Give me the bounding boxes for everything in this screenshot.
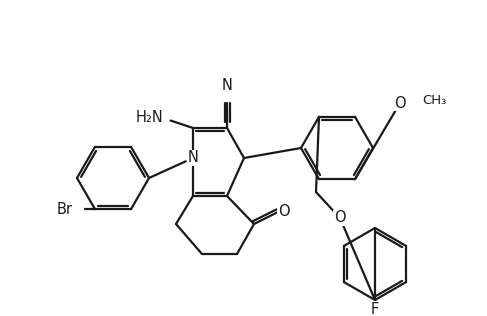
Text: CH₃: CH₃	[422, 94, 447, 107]
Text: H₂N: H₂N	[135, 111, 163, 125]
Text: O: O	[278, 204, 290, 220]
Text: O: O	[394, 95, 406, 111]
Text: F: F	[371, 301, 379, 316]
Text: N: N	[187, 150, 198, 166]
Text: N: N	[222, 77, 232, 93]
Text: O: O	[334, 210, 346, 226]
Text: Br: Br	[57, 202, 73, 217]
